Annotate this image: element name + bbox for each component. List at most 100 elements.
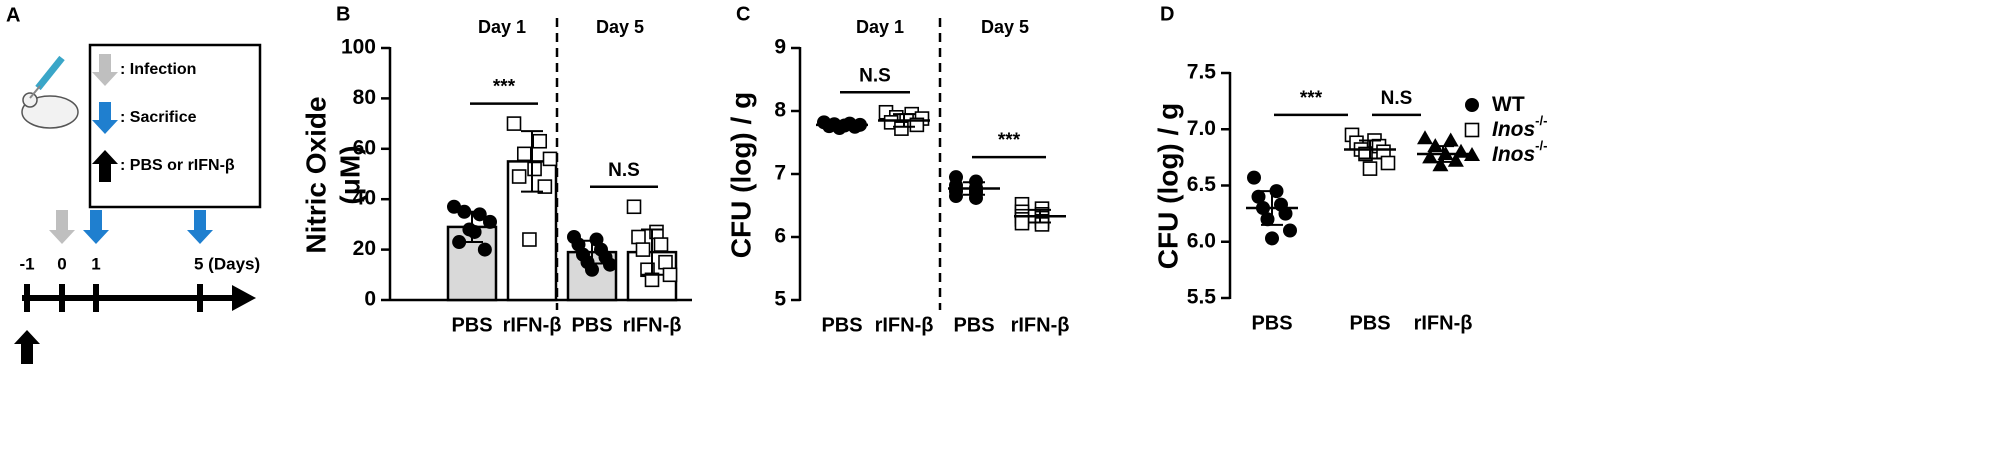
data-point	[635, 242, 651, 257]
timeline-label: 1	[91, 254, 100, 273]
y-tick-label: 5.5	[1187, 286, 1217, 309]
y-tick-label: 20	[353, 237, 376, 260]
y-axis-label: CFU (log) / g	[725, 92, 756, 258]
data-point	[1422, 149, 1439, 164]
panel-letter: C	[736, 3, 750, 25]
error-bar	[1432, 145, 1454, 163]
data-point	[662, 267, 678, 283]
data-point	[1464, 122, 1480, 138]
x-tick-label: PBS	[821, 314, 862, 336]
x-tick-label: rIFN-β	[1414, 312, 1473, 334]
data-point	[506, 116, 522, 131]
data-point	[1283, 223, 1297, 238]
data-point	[483, 214, 497, 229]
arrow-icon	[14, 330, 40, 364]
data-point	[537, 179, 553, 194]
y-tick-label: 40	[353, 187, 376, 210]
error-bar	[893, 113, 915, 128]
error-bar	[831, 120, 853, 130]
data-point	[658, 254, 673, 270]
x-tick-label: PBS	[571, 314, 612, 336]
x-tick-label: rIFN-β	[1011, 314, 1070, 336]
data-point	[1380, 155, 1396, 171]
data-point	[1442, 132, 1459, 147]
data-point	[1265, 231, 1279, 246]
timeline-label: 0	[57, 254, 66, 273]
y-tick-label: 7	[774, 162, 786, 185]
group-label: Day 1	[856, 17, 904, 37]
legend-name: WT	[1492, 93, 1525, 116]
y-tick-label: 80	[353, 86, 376, 109]
y-tick-label: 6	[774, 225, 786, 248]
data-point	[527, 161, 542, 177]
data-point	[626, 199, 642, 215]
y-tick-label: 60	[353, 136, 376, 159]
significance-label: N.S	[859, 65, 891, 86]
syringe-icon	[29, 85, 41, 99]
x-tick-label: rIFN-β	[503, 314, 562, 336]
data-point	[1447, 152, 1464, 167]
data-point	[542, 151, 558, 167]
data-point	[452, 235, 467, 250]
x-tick-label: PBS	[1251, 312, 1292, 334]
legend-superscript: -/-	[1535, 113, 1547, 128]
significance-label: ***	[493, 77, 516, 98]
data-point	[1464, 147, 1480, 161]
y-axis-label: Nitric Oxide	[300, 96, 331, 253]
arrow-icon	[49, 210, 75, 244]
arrow-icon	[187, 210, 213, 244]
data-point	[603, 257, 617, 272]
x-tick-label: PBS	[1349, 312, 1390, 334]
legend-name: Inos	[1492, 143, 1535, 166]
y-tick-label: 7.0	[1187, 117, 1216, 140]
data-point	[949, 189, 963, 204]
data-point	[1278, 206, 1293, 221]
error-bar	[521, 130, 543, 193]
mouse-icon	[22, 92, 38, 108]
arrow-icon	[92, 150, 118, 182]
significance-label: ***	[998, 130, 1021, 151]
error-bar	[1029, 208, 1051, 224]
legend-text: : Sacrifice	[120, 109, 197, 126]
panel-letter: B	[336, 3, 350, 25]
panel-letter: D	[1160, 3, 1174, 25]
data-point	[516, 146, 532, 162]
y-tick-label: 9	[774, 36, 786, 59]
data-point	[522, 232, 537, 247]
group-label: Day 5	[596, 17, 644, 37]
timeline-label: 5 (Days)	[194, 254, 260, 273]
legend-label: WT	[1492, 93, 1525, 116]
data-point	[1432, 157, 1449, 172]
data-point	[1362, 161, 1378, 176]
data-point	[894, 121, 909, 136]
data-point	[1251, 189, 1266, 204]
data-point	[653, 237, 669, 252]
y-tick-label: 8	[774, 99, 786, 122]
y-axis-label: CFU (log) / g	[1152, 103, 1183, 269]
significance-label: N.S	[608, 160, 640, 181]
y-tick-label: 7.5	[1187, 61, 1217, 84]
data-point	[1417, 130, 1433, 145]
y-tick-label: 5	[774, 288, 786, 311]
error-bar	[1261, 190, 1283, 226]
data-point	[511, 169, 527, 184]
error-bar	[581, 239, 603, 265]
y-tick-label: 0	[364, 288, 376, 311]
x-tick-label: PBS	[953, 314, 994, 336]
significance-label: ***	[1300, 88, 1323, 109]
legend-box	[88, 43, 262, 209]
error-bar	[461, 210, 483, 244]
syringe-icon	[35, 55, 65, 91]
group-label: Day 1	[478, 17, 526, 37]
timeline-label: -1	[19, 254, 34, 273]
significance-label: N.S	[1381, 88, 1413, 109]
group-label: Day 5	[981, 17, 1029, 37]
error-bar	[641, 228, 663, 276]
legend-label: Inos-/-	[1492, 138, 1547, 165]
data-point	[847, 119, 862, 134]
data-point	[1014, 215, 1030, 231]
data-point	[462, 222, 477, 237]
x-tick-label: rIFN-β	[623, 314, 682, 336]
data-point	[1247, 170, 1261, 185]
